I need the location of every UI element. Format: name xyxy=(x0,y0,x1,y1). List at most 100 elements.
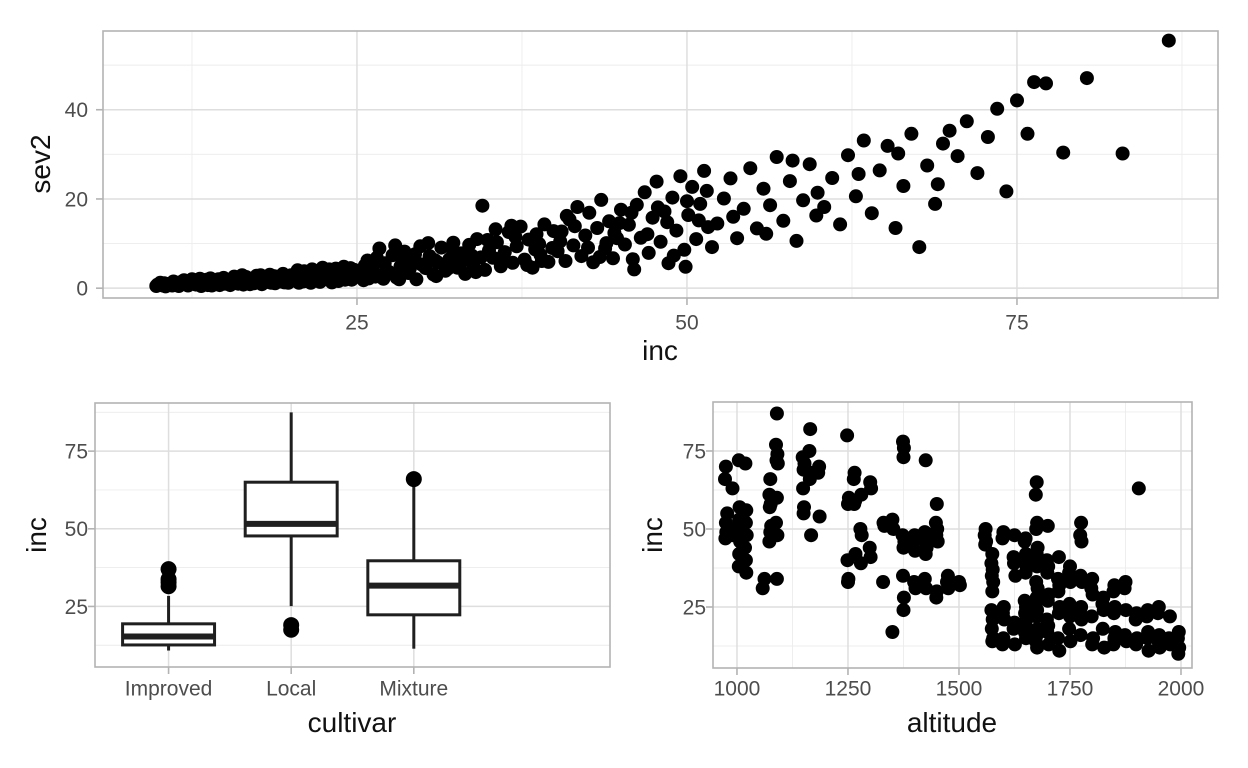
data-point xyxy=(1171,646,1186,661)
data-point xyxy=(980,130,995,144)
data-point xyxy=(1040,625,1055,639)
data-point xyxy=(532,237,547,251)
data-point xyxy=(1051,631,1065,646)
data-point xyxy=(769,571,784,586)
box-local xyxy=(243,412,339,638)
data-point xyxy=(995,531,1010,546)
data-point xyxy=(885,625,900,639)
data-point xyxy=(725,481,740,496)
data-point xyxy=(942,123,957,138)
data-point xyxy=(896,590,911,605)
data-point xyxy=(908,581,923,596)
data-point xyxy=(621,217,636,232)
x-tick-label: 75 xyxy=(1005,311,1028,334)
data-point xyxy=(1162,609,1177,624)
data-point xyxy=(848,189,863,204)
data-point xyxy=(581,240,595,255)
data-point xyxy=(920,158,935,173)
x-tick-label: 25 xyxy=(345,311,368,334)
data-point xyxy=(1040,593,1055,608)
data-point xyxy=(224,275,239,290)
data-point xyxy=(606,251,620,266)
data-point xyxy=(697,163,712,178)
data-point xyxy=(335,270,350,285)
data-point xyxy=(1115,146,1130,161)
data-point xyxy=(756,181,771,196)
data-point xyxy=(802,444,817,458)
panel-border xyxy=(712,401,1193,669)
data-point xyxy=(691,213,706,228)
data-point xyxy=(680,194,694,209)
data-point xyxy=(396,251,411,266)
data-point xyxy=(1117,581,1132,596)
data-point xyxy=(1052,643,1067,658)
data-point xyxy=(1095,621,1110,636)
data-point xyxy=(1010,93,1024,108)
data-point xyxy=(918,453,933,468)
data-point xyxy=(188,273,203,288)
data-point xyxy=(738,515,753,530)
data-point xyxy=(846,472,861,487)
data-point xyxy=(770,456,785,471)
data-point xyxy=(896,179,911,193)
data-point xyxy=(743,161,758,176)
data-point xyxy=(458,266,473,281)
data-point xyxy=(912,240,927,255)
data-point xyxy=(681,208,696,222)
data-point xyxy=(392,272,407,287)
x-tick-label: 50 xyxy=(675,311,698,334)
inc_by_cultivar-panel: Improved Local Mixture 25 50 75 cultivar inc xyxy=(21,402,611,738)
data-point xyxy=(673,169,688,184)
data-point xyxy=(464,248,479,263)
data-point xyxy=(856,133,871,148)
data-point xyxy=(429,269,444,284)
y-tick-label: 25 xyxy=(683,596,706,619)
data-point xyxy=(888,221,903,235)
data-point xyxy=(645,210,660,225)
data-point xyxy=(520,258,535,272)
data-point xyxy=(582,205,597,220)
data-point xyxy=(677,242,692,257)
data-point xyxy=(1051,584,1066,599)
data-point xyxy=(759,226,774,241)
data-point xyxy=(763,198,778,213)
data-point xyxy=(1084,609,1099,624)
data-point xyxy=(851,167,866,181)
data-point xyxy=(1106,584,1121,599)
data-point xyxy=(1018,565,1033,580)
data-point xyxy=(802,157,817,172)
y-tick-label: 50 xyxy=(683,518,706,541)
data-point xyxy=(434,240,449,255)
data-point xyxy=(930,534,945,549)
x-axis-title: inc xyxy=(642,335,678,366)
data-point xyxy=(1106,637,1121,652)
data-point xyxy=(678,259,693,274)
data-point xyxy=(825,171,840,185)
data-point xyxy=(699,183,714,198)
data-point xyxy=(360,253,375,268)
data-point xyxy=(1040,518,1055,533)
data-point xyxy=(872,163,887,178)
data-point xyxy=(1140,631,1155,646)
data-point xyxy=(918,547,933,561)
data-point xyxy=(970,166,985,181)
y-tick-label: 40 xyxy=(65,99,88,122)
data-point xyxy=(863,550,878,565)
data-point xyxy=(624,205,639,220)
data-point xyxy=(710,216,725,231)
data-point xyxy=(1074,515,1089,530)
data-point xyxy=(950,149,965,164)
data-point xyxy=(841,575,855,589)
data-point xyxy=(295,274,310,289)
x-tick-label: Improved xyxy=(125,677,213,700)
data-point xyxy=(256,272,271,287)
data-point xyxy=(726,209,741,224)
data-point xyxy=(769,150,784,164)
data-point xyxy=(559,208,574,223)
y-tick-label: 50 xyxy=(65,518,88,541)
data-point xyxy=(1063,634,1078,649)
data-point xyxy=(441,261,455,276)
data-point xyxy=(763,472,778,487)
data-point xyxy=(1074,534,1089,549)
